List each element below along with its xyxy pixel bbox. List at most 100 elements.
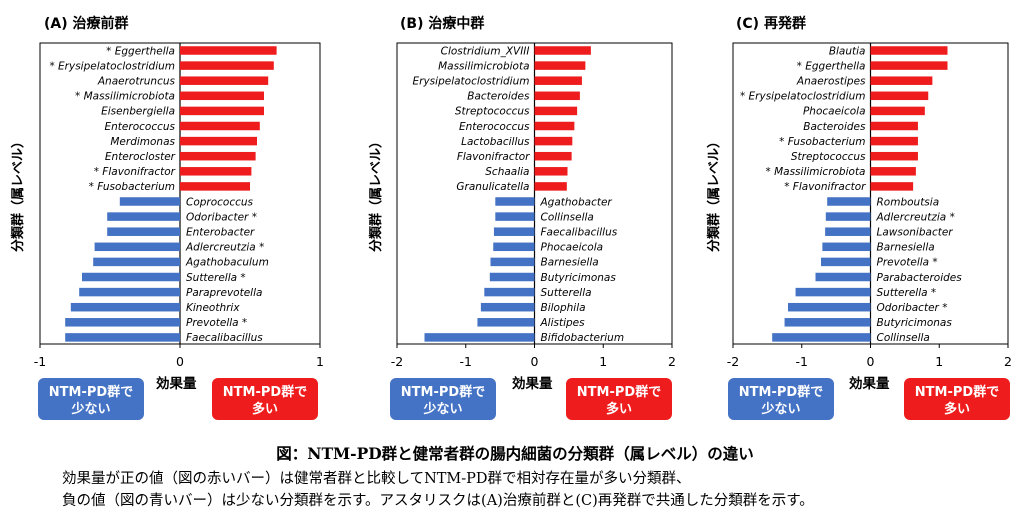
- panel-label-1: (B) 治療中群: [400, 15, 484, 32]
- caption-line-2: 負の値（図の青いバー）は少ない分類群を示す。アスタリスクは(A)治療前群と(C)…: [62, 493, 814, 509]
- category-label-2-17: Odoribacter *: [877, 302, 948, 314]
- category-label-0-11: Odoribacter *: [186, 211, 257, 223]
- legend-box-2-1: [904, 378, 1010, 420]
- category-label-2-2: Anaerostipes: [796, 76, 866, 88]
- y-axis-label-2: 分類群（属レベル）: [706, 135, 722, 252]
- bar-0-2: [180, 76, 269, 85]
- y-axis-label-1: 分類群（属レベル）: [368, 135, 384, 252]
- bar-1-2: [534, 76, 582, 85]
- bar-2-3: [870, 91, 929, 101]
- legend-label-2-0-b: 少ない: [760, 401, 800, 417]
- x-axis-label-1: 効果量: [512, 375, 553, 392]
- bar-2-5: [870, 121, 918, 131]
- category-label-1-16: Sutterella: [541, 287, 592, 299]
- category-label-0-0: * Eggerthella: [106, 45, 175, 57]
- bar-0-10: [119, 197, 180, 206]
- bar-2-14: [821, 257, 871, 267]
- bar-2-10: [827, 197, 871, 206]
- category-label-1-8: Schaalia: [485, 166, 529, 178]
- category-label-2-12: Lawsonibacter: [877, 227, 954, 239]
- bar-0-9: [180, 182, 250, 191]
- category-label-1-0: Clostridium_XVIII: [441, 45, 530, 57]
- category-label-0-3: * Massilimicrobiota: [75, 91, 175, 103]
- bar-1-4: [534, 106, 578, 116]
- category-label-2-6: * Fusobacterium: [779, 136, 865, 148]
- category-label-1-13: Phocaeicola: [541, 242, 604, 254]
- panel-label-2: (C) 再発群: [736, 15, 806, 32]
- category-label-1-15: Butyricimonas: [541, 272, 617, 284]
- bar-1-17: [480, 302, 535, 312]
- bar-1-6: [534, 136, 573, 146]
- x-tick-label-1-4: 2: [668, 354, 676, 369]
- bar-1-3: [534, 91, 580, 101]
- legend-box-1-0: [390, 378, 496, 420]
- legend-box-2-0: [728, 378, 834, 420]
- category-label-2-9: * Flavonifractor: [784, 181, 866, 193]
- category-label-0-9: * Fusobacterium: [89, 181, 175, 193]
- bar-0-19: [65, 333, 180, 342]
- bar-2-15: [815, 272, 871, 282]
- bar-2-9: [870, 182, 914, 191]
- x-tick-label-1-1: -1: [460, 354, 472, 369]
- legend-box-0-1: [212, 378, 318, 420]
- legend-box-1-1: [566, 378, 672, 420]
- category-label-0-2: Anaerotruncus: [97, 76, 176, 88]
- bar-0-12: [107, 227, 180, 236]
- legend-label-2-1-a: NTM-PD群で: [915, 384, 999, 400]
- bar-2-2: [870, 76, 933, 85]
- x-tick-label-0-0: -1: [34, 354, 46, 369]
- x-tick-label-2-3: 1: [935, 354, 943, 369]
- category-label-0-15: Sutterella *: [186, 272, 246, 284]
- bar-0-14: [93, 257, 180, 267]
- x-tick-label-1-0: -2: [391, 354, 403, 369]
- legend-label-1-0-b: 少ない: [422, 401, 462, 417]
- legend-label-1-1-a: NTM-PD群で: [577, 384, 661, 400]
- bar-1-7: [534, 151, 572, 161]
- figure-title: 図：NTM-PD群と健常者群の腸内細菌の分類群（属レベル）の違い: [276, 444, 754, 463]
- legend-label-0-1-a: NTM-PD群で: [223, 384, 307, 400]
- category-label-1-14: Barnesiella: [541, 257, 599, 269]
- bar-0-7: [180, 151, 256, 161]
- category-label-2-15: Parabacteroides: [877, 272, 963, 284]
- bar-1-5: [534, 121, 575, 131]
- bar-2-1: [870, 61, 948, 70]
- bar-2-19: [772, 333, 871, 342]
- bar-1-15: [489, 272, 535, 282]
- bar-2-17: [788, 302, 871, 312]
- category-label-0-10: Coprococcus: [186, 196, 254, 208]
- x-axis-label-0: 効果量: [156, 375, 197, 392]
- x-tick-label-1-3: 1: [599, 354, 607, 369]
- bar-0-11: [107, 212, 180, 221]
- bar-0-16: [79, 287, 180, 297]
- legend-label-2-0-a: NTM-PD群で: [739, 384, 823, 400]
- category-label-2-19: Collinsella: [877, 332, 930, 344]
- category-label-2-1: * Eggerthella: [797, 60, 866, 72]
- bar-0-15: [82, 272, 180, 282]
- category-label-2-11: Adlercreutzia *: [876, 211, 955, 223]
- category-label-0-12: Enterobacter: [186, 227, 255, 239]
- category-label-1-11: Collinsella: [541, 211, 594, 223]
- bar-0-1: [180, 61, 274, 70]
- category-label-1-12: Faecalibacillus: [541, 227, 618, 239]
- category-label-0-6: Merdimonas: [110, 136, 175, 148]
- bar-0-3: [180, 91, 264, 101]
- category-label-2-13: Barnesiella: [877, 242, 935, 254]
- bar-1-16: [484, 287, 535, 297]
- category-label-0-1: * Erysipelatoclostridium: [49, 60, 175, 72]
- bar-0-0: [180, 46, 277, 55]
- category-label-0-7: Enterocloster: [105, 151, 176, 163]
- category-label-2-16: Sutterella *: [877, 287, 937, 299]
- bar-1-0: [534, 46, 591, 55]
- bar-2-0: [870, 46, 948, 55]
- bar-1-13: [493, 242, 535, 252]
- legend-label-0-0-b: 少ない: [70, 401, 110, 417]
- bar-1-12: [493, 227, 535, 236]
- x-tick-label-2-0: -2: [727, 354, 739, 369]
- category-label-2-7: Streptococcus: [791, 151, 866, 163]
- bar-1-8: [534, 167, 568, 176]
- category-label-2-4: Phocaeicola: [803, 106, 866, 118]
- category-label-1-4: Streptococcus: [455, 106, 530, 118]
- legend-label-1-0-a: NTM-PD群で: [401, 384, 485, 400]
- x-axis-label-2: 効果量: [849, 375, 890, 392]
